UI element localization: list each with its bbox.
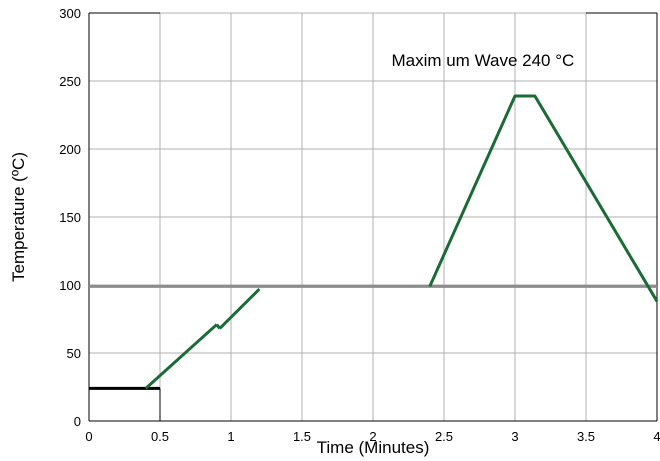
- x-tick-label: 2.5: [435, 429, 453, 444]
- y-axis-label: Temperature (ºC): [9, 152, 28, 282]
- max-wave-annotation: Maxim um Wave 240 °C: [391, 51, 574, 70]
- temperature-profile-line: [218, 288, 261, 330]
- y-tick-label: 200: [59, 142, 81, 157]
- temperature-profile-line: [428, 94, 659, 303]
- x-tick-label: 0: [85, 429, 92, 444]
- reference-lines: [89, 284, 657, 421]
- x-tick-label: 1: [227, 429, 234, 444]
- x-tick-label: 1.5: [293, 429, 311, 444]
- series-group: [144, 94, 659, 390]
- grid: [88, 12, 658, 422]
- y-tick-label: 250: [59, 74, 81, 89]
- y-tick-label: 100: [59, 278, 81, 293]
- temperature-profile-line: [144, 323, 218, 390]
- x-tick-label: 3.5: [577, 429, 595, 444]
- x-tick-label: 2: [369, 429, 376, 444]
- x-tick-label: 4: [653, 429, 660, 444]
- x-axis-label: Time (Minutes): [317, 438, 430, 457]
- y-tick-label: 300: [59, 6, 81, 21]
- x-tick-label: 3: [511, 429, 518, 444]
- tick-labels: 0 0.5 1 1.5 2 2.5 3 3.5 4 0 50 100 150 200 250 300: [59, 6, 660, 444]
- y-tick-label: 150: [59, 210, 81, 225]
- x-tick-label: 0.5: [151, 429, 169, 444]
- y-tick-label: 0: [74, 414, 81, 429]
- y-tick-label: 50: [67, 346, 81, 361]
